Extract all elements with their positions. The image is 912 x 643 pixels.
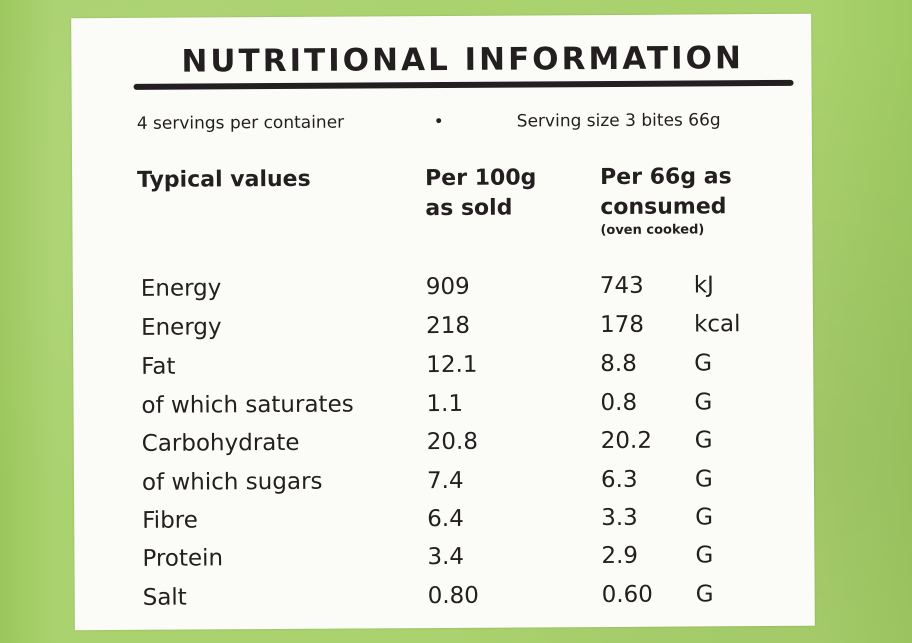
nutrient-name: Fibre [142,507,198,534]
header-per-100g-line1: Per 100g [425,165,537,192]
table-row: Energy 218 178 kcal [73,311,813,354]
header-per-66g-note: (oven cooked) [600,222,705,239]
unit: kcal [693,311,741,338]
table-row: Fat 12.1 8.8 G [73,350,813,393]
value-per-100g: 20.8 [426,428,479,456]
serving-size: Serving size 3 bites 66g [516,110,721,132]
unit: G [694,466,713,493]
value-per-66g: 2.9 [601,542,639,570]
value-per-100g: 6.4 [427,505,464,533]
value-per-100g: 12.1 [426,351,478,379]
value-per-66g: 6.3 [600,466,638,494]
value-per-66g: 8.8 [600,350,637,378]
nutrient-name: Energy [140,275,222,302]
label-title: NUTRITIONAL INFORMATION [181,40,744,80]
header-per-66g: Per 66g as consumed (oven cooked) [600,162,780,239]
header-per-100g: Per 100g as sold [425,163,585,224]
unit: G [694,389,713,416]
nutrient-name: Energy [140,314,222,341]
table-row: of which sugars 7.4 6.3 G [74,466,814,509]
table-row: Energy 909 743 kJ [73,272,813,315]
unit: G [695,504,714,531]
nutrient-name: of which saturates [141,391,354,419]
nutrient-name: Fat [141,353,176,380]
value-per-100g: 3.4 [427,543,465,571]
unit: G [694,350,713,377]
value-per-66g: 743 [599,272,644,300]
unit: G [695,581,714,608]
value-per-66g: 0.8 [600,389,638,417]
title-underline [133,79,794,90]
value-per-66g: 20.2 [600,427,653,455]
unit: G [694,427,713,454]
servings-per-container: 4 servings per container [136,112,345,134]
header-per-100g-line2: as sold [425,195,513,222]
value-per-100g: 1.1 [426,390,464,418]
table-row: Salt 0.80 0.60 G [75,581,815,624]
header-typical-values: Typical values [137,166,311,193]
value-per-66g: 3.3 [601,504,638,532]
nutrition-label: NUTRITIONAL INFORMATION 4 servings per c… [71,13,815,631]
value-per-66g: 0.60 [601,581,653,609]
table-row: of which saturates 1.1 0.8 G [73,389,813,432]
bullet-separator: • [433,111,444,133]
value-per-100g: 218 [425,312,471,340]
value-per-100g: 0.80 [427,582,479,610]
value-per-100g: 7.4 [426,467,464,495]
nutrient-name: Carbohydrate [141,429,300,457]
value-per-100g: 909 [425,273,470,301]
value-per-66g: 178 [599,311,645,339]
nutrient-name: of which sugars [141,468,323,496]
header-per-66g-line1: Per 66g as [600,164,732,191]
table-row: Fibre 6.4 3.3 G [74,504,814,547]
nutrient-name: Salt [142,584,187,611]
table-row: Carbohydrate 20.8 20.2 G [74,427,814,470]
unit: kJ [693,272,714,299]
header-per-66g-line2: consumed [600,194,727,221]
table-row: Protein 3.4 2.9 G [74,542,814,585]
unit: G [695,542,714,569]
nutrient-name: Protein [142,545,224,572]
